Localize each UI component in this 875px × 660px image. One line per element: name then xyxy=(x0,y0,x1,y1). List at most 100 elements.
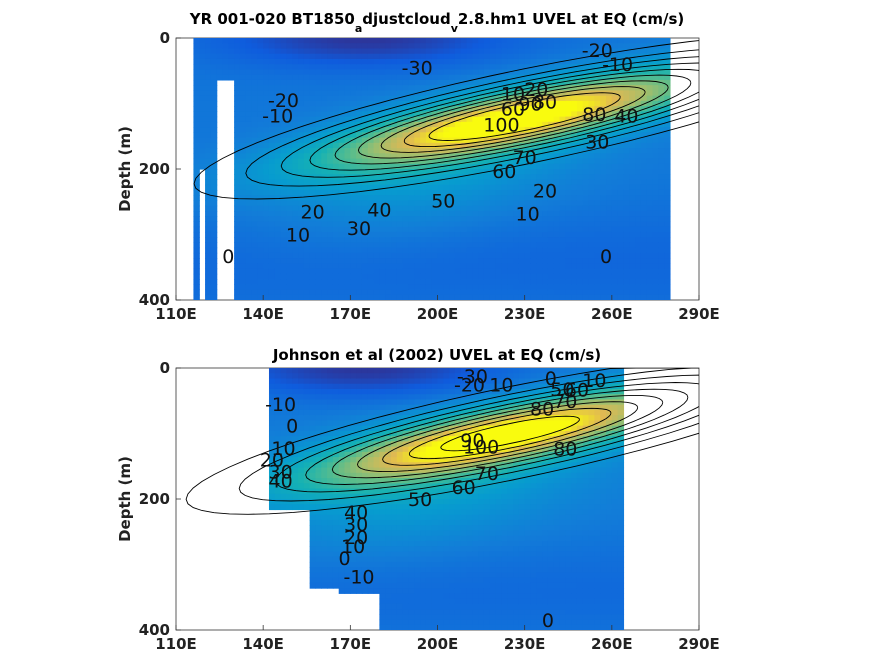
heatmap-cell xyxy=(496,227,502,233)
heatmap-cell xyxy=(426,48,432,54)
heatmap-cell xyxy=(484,290,490,296)
heatmap-cell xyxy=(612,211,618,217)
heatmap-cell xyxy=(298,159,304,165)
heatmap-cell xyxy=(252,38,258,44)
heatmap-cell xyxy=(408,190,414,196)
heatmap-cell xyxy=(507,206,513,212)
heatmap-cell xyxy=(321,473,327,479)
heatmap-cell xyxy=(205,258,211,264)
heatmap-cell xyxy=(368,536,374,542)
heatmap-cell xyxy=(542,169,548,175)
heatmap-cell xyxy=(600,179,606,185)
heatmap-cell xyxy=(449,216,455,222)
heatmap-cell xyxy=(281,59,287,65)
heatmap-cell xyxy=(205,64,211,70)
heatmap-cell xyxy=(403,290,409,296)
heatmap-cell xyxy=(571,232,577,238)
heatmap-cell xyxy=(252,111,258,117)
heatmap-cell xyxy=(478,64,484,70)
heatmap-cell xyxy=(397,159,403,165)
heatmap-cell xyxy=(635,159,641,165)
heatmap-cell xyxy=(205,59,211,65)
heatmap-cell xyxy=(565,221,571,227)
heatmap-cell xyxy=(315,258,321,264)
heatmap-cell xyxy=(327,96,333,102)
heatmap-cell xyxy=(246,290,252,296)
heatmap-cell xyxy=(246,59,252,65)
heatmap-cell xyxy=(467,185,473,191)
heatmap-cell xyxy=(234,69,240,75)
heatmap-cell xyxy=(257,290,263,296)
heatmap-cell xyxy=(542,284,548,290)
heatmap-cell xyxy=(292,38,298,44)
heatmap-cell xyxy=(333,117,339,123)
heatmap-cell xyxy=(368,394,374,400)
heatmap-cell xyxy=(257,127,263,133)
heatmap-cell xyxy=(385,525,391,531)
heatmap-cell xyxy=(403,530,409,536)
heatmap-cell xyxy=(374,399,380,405)
heatmap-cell xyxy=(327,457,333,463)
heatmap-cell xyxy=(501,248,507,254)
heatmap-cell xyxy=(408,368,414,374)
heatmap-cell xyxy=(350,179,356,185)
heatmap-cell xyxy=(333,410,339,416)
heatmap-cell xyxy=(443,237,449,243)
heatmap-cell xyxy=(560,174,566,180)
heatmap-cell xyxy=(443,64,449,70)
heatmap-cell xyxy=(246,132,252,138)
heatmap-cell xyxy=(438,232,444,238)
heatmap-cell xyxy=(560,221,566,227)
heatmap-cell xyxy=(542,54,548,60)
heatmap-cell xyxy=(327,185,333,191)
heatmap-cell xyxy=(292,368,298,374)
heatmap-cell xyxy=(350,253,356,259)
heatmap-cell xyxy=(664,69,670,75)
heatmap-cell xyxy=(374,232,380,238)
heatmap-cell xyxy=(252,117,258,123)
heatmap-cell xyxy=(600,290,606,296)
heatmap-cell xyxy=(455,290,461,296)
heatmap-cell xyxy=(653,164,659,170)
heatmap-cell xyxy=(623,258,629,264)
heatmap-cell xyxy=(269,185,275,191)
heatmap-cell xyxy=(246,284,252,290)
heatmap-cell xyxy=(327,509,333,515)
heatmap-cell xyxy=(589,274,595,280)
heatmap-cell xyxy=(269,200,275,206)
heatmap-cell xyxy=(298,111,304,117)
heatmap-cell xyxy=(310,101,316,107)
heatmap-cell xyxy=(641,159,647,165)
heatmap-cell xyxy=(385,75,391,81)
heatmap-cell xyxy=(577,248,583,254)
heatmap-cell xyxy=(321,284,327,290)
heatmap-cell xyxy=(193,101,199,107)
heatmap-cell xyxy=(379,515,385,521)
heatmap-cell xyxy=(368,96,374,102)
heatmap-cell xyxy=(490,59,496,65)
heatmap-cell xyxy=(618,195,624,201)
heatmap-cell xyxy=(635,211,641,217)
heatmap-cell xyxy=(589,190,595,196)
heatmap-cell xyxy=(246,117,252,123)
heatmap-cell xyxy=(240,38,246,44)
heatmap-cell xyxy=(565,174,571,180)
heatmap-cell xyxy=(281,138,287,144)
heatmap-cell xyxy=(391,541,397,547)
heatmap-cell xyxy=(298,415,304,421)
heatmap-cell xyxy=(641,263,647,269)
heatmap-cell xyxy=(478,258,484,264)
heatmap-cell xyxy=(327,90,333,96)
heatmap-cell xyxy=(467,206,473,212)
heatmap-cell xyxy=(356,248,362,254)
heatmap-cell xyxy=(304,431,310,437)
heatmap-cell xyxy=(403,80,409,86)
heatmap-cell xyxy=(542,174,548,180)
heatmap-cell xyxy=(565,279,571,285)
heatmap-cell xyxy=(257,227,263,233)
heatmap-cell xyxy=(403,551,409,557)
heatmap-cell xyxy=(408,216,414,222)
heatmap-cell xyxy=(635,179,641,185)
heatmap-cell xyxy=(362,69,368,75)
heatmap-cell xyxy=(211,211,217,217)
